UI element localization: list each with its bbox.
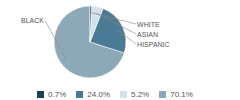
svg-text:BLACK: BLACK bbox=[21, 17, 44, 24]
html-text:0.7%: 0.7% bbox=[48, 90, 67, 99]
svg-text:ASIAN: ASIAN bbox=[137, 31, 158, 38]
html-text:24.0%: 24.0% bbox=[87, 90, 110, 99]
html-text:70.1%: 70.1% bbox=[170, 90, 193, 99]
html-text:5.2%: 5.2% bbox=[131, 90, 150, 99]
svg-text:HISPANIC: HISPANIC bbox=[137, 41, 170, 48]
svg-text:WHITE: WHITE bbox=[137, 21, 160, 28]
